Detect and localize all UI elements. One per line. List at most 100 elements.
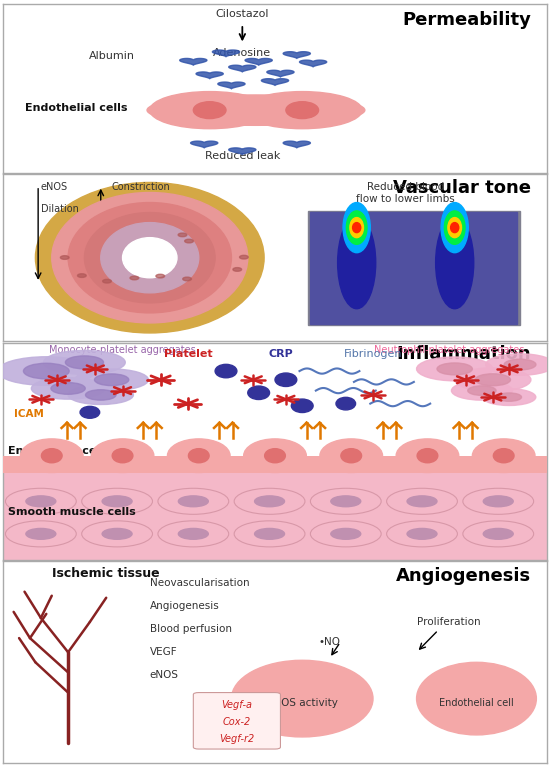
Ellipse shape	[243, 91, 362, 129]
Text: Neutrophil-platelet aggregates: Neutrophil-platelet aggregates	[374, 345, 525, 355]
Ellipse shape	[444, 211, 465, 245]
Text: Endothelial cells: Endothelial cells	[25, 104, 127, 114]
Ellipse shape	[387, 489, 458, 515]
Ellipse shape	[85, 390, 116, 400]
Ellipse shape	[178, 528, 208, 539]
Ellipse shape	[416, 663, 536, 735]
Ellipse shape	[452, 381, 513, 400]
Ellipse shape	[343, 202, 370, 252]
Text: Angiogenesis: Angiogenesis	[396, 568, 531, 585]
Ellipse shape	[286, 102, 318, 119]
Ellipse shape	[189, 449, 209, 463]
Ellipse shape	[486, 354, 550, 375]
Ellipse shape	[158, 521, 229, 547]
Ellipse shape	[75, 369, 148, 390]
Ellipse shape	[320, 439, 383, 472]
Text: eNOS activity: eNOS activity	[267, 698, 338, 708]
Ellipse shape	[20, 439, 83, 472]
FancyBboxPatch shape	[194, 693, 280, 749]
Ellipse shape	[101, 222, 199, 293]
Ellipse shape	[150, 91, 270, 129]
Ellipse shape	[463, 521, 534, 547]
Ellipse shape	[112, 449, 133, 463]
Ellipse shape	[336, 397, 356, 410]
Polygon shape	[191, 141, 218, 148]
Text: CRP: CRP	[268, 349, 293, 360]
Ellipse shape	[60, 255, 69, 259]
Ellipse shape	[396, 439, 459, 472]
Text: Vascular tone: Vascular tone	[393, 179, 531, 197]
Ellipse shape	[85, 212, 215, 303]
Ellipse shape	[0, 357, 95, 385]
Ellipse shape	[417, 449, 438, 463]
Text: Vegf-r2: Vegf-r2	[219, 734, 255, 744]
Ellipse shape	[78, 274, 86, 278]
Ellipse shape	[350, 218, 364, 238]
FancyBboxPatch shape	[3, 473, 547, 560]
Ellipse shape	[387, 521, 458, 547]
Ellipse shape	[292, 399, 313, 413]
Text: Vegf-a: Vegf-a	[222, 700, 252, 709]
Text: Proliferation: Proliferation	[417, 617, 481, 627]
Ellipse shape	[255, 528, 284, 539]
Ellipse shape	[178, 233, 187, 237]
Ellipse shape	[234, 521, 305, 547]
Bar	[307, 211, 520, 324]
Ellipse shape	[215, 364, 237, 378]
Polygon shape	[245, 58, 272, 65]
Ellipse shape	[255, 496, 284, 507]
Text: •NO: •NO	[318, 637, 340, 647]
Ellipse shape	[31, 377, 105, 399]
Ellipse shape	[331, 496, 361, 507]
Ellipse shape	[82, 521, 152, 547]
Ellipse shape	[475, 374, 510, 386]
Ellipse shape	[441, 202, 468, 252]
Ellipse shape	[331, 528, 361, 539]
Ellipse shape	[26, 528, 56, 539]
Text: Endothelial cell: Endothelial cell	[439, 698, 514, 708]
Ellipse shape	[41, 449, 62, 463]
Ellipse shape	[65, 356, 103, 369]
Polygon shape	[218, 82, 245, 89]
Text: Constriction: Constriction	[112, 183, 170, 193]
Ellipse shape	[338, 217, 376, 308]
Ellipse shape	[194, 102, 226, 119]
Text: Permeability: Permeability	[402, 11, 531, 28]
Text: Cilostazol: Cilostazol	[216, 9, 269, 19]
Ellipse shape	[448, 218, 461, 238]
Polygon shape	[229, 65, 256, 72]
Ellipse shape	[407, 528, 437, 539]
Ellipse shape	[82, 489, 152, 515]
Polygon shape	[229, 148, 256, 155]
Text: Angiogenesis: Angiogenesis	[150, 601, 219, 611]
Ellipse shape	[183, 277, 191, 281]
Text: Ischemic tissue: Ischemic tissue	[52, 568, 160, 581]
Ellipse shape	[483, 528, 513, 539]
Polygon shape	[180, 58, 207, 65]
Ellipse shape	[265, 449, 285, 463]
Text: Blood perfusion: Blood perfusion	[150, 624, 232, 634]
Text: VEGF: VEGF	[150, 647, 178, 657]
Ellipse shape	[178, 496, 208, 507]
Ellipse shape	[248, 386, 270, 400]
Ellipse shape	[6, 521, 76, 547]
Polygon shape	[283, 141, 310, 148]
Ellipse shape	[68, 202, 232, 313]
Text: Reduced blood
flow to lower limbs: Reduced blood flow to lower limbs	[356, 183, 455, 204]
Ellipse shape	[102, 496, 132, 507]
Text: Smooth muscle cells: Smooth muscle cells	[8, 507, 136, 517]
Text: Fibrinogen: Fibrinogen	[344, 349, 402, 360]
Text: Platelet: Platelet	[163, 349, 212, 360]
Ellipse shape	[147, 95, 365, 125]
Ellipse shape	[346, 211, 367, 245]
Ellipse shape	[158, 489, 229, 515]
Ellipse shape	[167, 439, 230, 472]
Ellipse shape	[416, 357, 493, 381]
Polygon shape	[261, 79, 289, 85]
Ellipse shape	[450, 222, 459, 232]
Ellipse shape	[472, 439, 535, 472]
Ellipse shape	[185, 239, 194, 243]
Ellipse shape	[123, 238, 177, 278]
Ellipse shape	[341, 449, 361, 463]
Ellipse shape	[233, 268, 241, 272]
